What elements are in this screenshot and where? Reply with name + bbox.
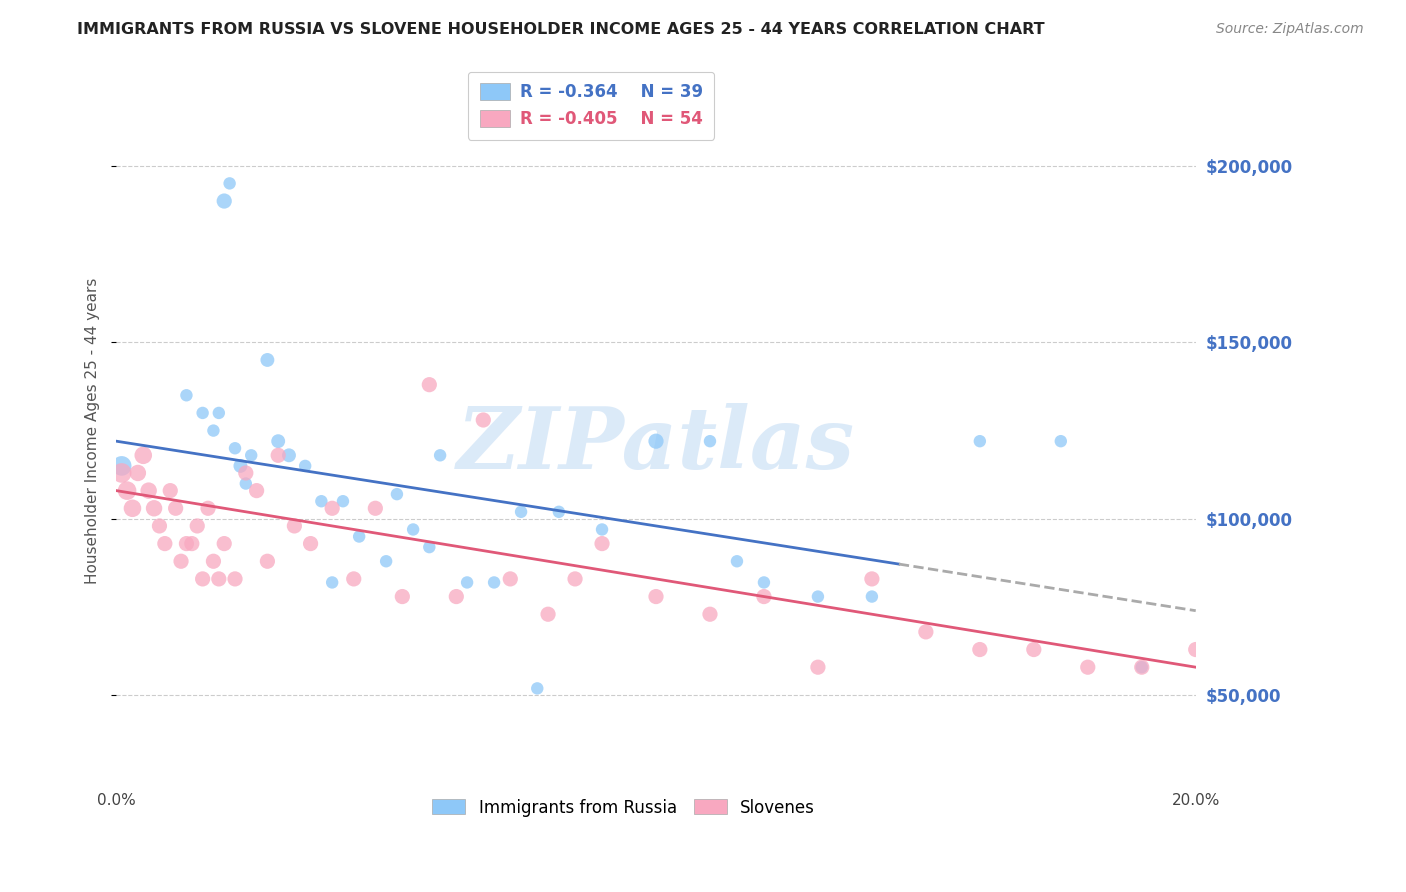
Point xyxy=(186,519,208,533)
Point xyxy=(246,483,269,498)
Point xyxy=(418,540,440,554)
Point xyxy=(456,575,478,590)
Point xyxy=(807,660,830,674)
Point xyxy=(256,353,278,368)
Text: ZIPatlas: ZIPatlas xyxy=(457,403,855,486)
Point xyxy=(547,505,569,519)
Point xyxy=(159,483,181,498)
Point xyxy=(915,624,938,639)
Point xyxy=(127,466,149,480)
Point xyxy=(429,448,451,462)
Point xyxy=(170,554,193,568)
Point xyxy=(699,434,721,449)
Point xyxy=(1049,434,1071,449)
Point xyxy=(299,536,322,550)
Point xyxy=(229,458,252,473)
Point xyxy=(180,536,202,550)
Point xyxy=(311,494,333,508)
Legend: Immigrants from Russia, Slovenes: Immigrants from Russia, Slovenes xyxy=(423,790,824,825)
Point xyxy=(143,501,166,516)
Point xyxy=(138,483,160,498)
Point xyxy=(343,572,366,586)
Point xyxy=(218,177,240,191)
Point xyxy=(472,413,495,427)
Point xyxy=(446,590,468,604)
Point xyxy=(132,448,155,462)
Point xyxy=(391,590,413,604)
Point xyxy=(591,523,613,537)
Point xyxy=(256,554,278,568)
Point xyxy=(402,523,425,537)
Point xyxy=(294,458,316,473)
Text: IMMIGRANTS FROM RUSSIA VS SLOVENE HOUSEHOLDER INCOME AGES 25 - 44 YEARS CORRELAT: IMMIGRANTS FROM RUSSIA VS SLOVENE HOUSEH… xyxy=(77,22,1045,37)
Point xyxy=(148,519,170,533)
Point xyxy=(510,505,533,519)
Point xyxy=(969,434,991,449)
Point xyxy=(1077,660,1099,674)
Point xyxy=(278,448,301,462)
Point xyxy=(111,466,134,480)
Point xyxy=(860,572,883,586)
Point xyxy=(752,575,775,590)
Point xyxy=(283,519,305,533)
Point xyxy=(645,434,668,449)
Point xyxy=(191,406,214,420)
Point xyxy=(1022,642,1045,657)
Y-axis label: Householder Income Ages 25 - 44 years: Householder Income Ages 25 - 44 years xyxy=(86,277,100,583)
Point xyxy=(191,572,214,586)
Point xyxy=(212,194,235,208)
Point xyxy=(699,607,721,622)
Point xyxy=(240,448,263,462)
Point xyxy=(165,501,187,516)
Point xyxy=(212,536,235,550)
Point xyxy=(418,377,440,392)
Point xyxy=(385,487,408,501)
Point xyxy=(347,529,370,543)
Point xyxy=(1130,660,1153,674)
Point xyxy=(499,572,522,586)
Point xyxy=(235,476,257,491)
Point xyxy=(235,466,257,480)
Point xyxy=(1184,642,1206,657)
Point xyxy=(202,424,225,438)
Point xyxy=(321,501,343,516)
Point xyxy=(197,501,219,516)
Point xyxy=(645,590,668,604)
Point xyxy=(267,448,290,462)
Point xyxy=(807,590,830,604)
Point xyxy=(1130,660,1153,674)
Point xyxy=(364,501,387,516)
Point xyxy=(537,607,560,622)
Point xyxy=(752,590,775,604)
Point xyxy=(375,554,398,568)
Point xyxy=(208,572,231,586)
Point xyxy=(208,406,231,420)
Point xyxy=(224,572,246,586)
Point xyxy=(115,483,138,498)
Point xyxy=(725,554,748,568)
Point xyxy=(860,590,883,604)
Point xyxy=(591,536,613,550)
Point xyxy=(176,388,198,402)
Point xyxy=(111,458,134,473)
Point xyxy=(153,536,176,550)
Point xyxy=(202,554,225,568)
Point xyxy=(482,575,505,590)
Point xyxy=(321,575,343,590)
Point xyxy=(526,681,548,696)
Point xyxy=(224,442,246,456)
Point xyxy=(267,434,290,449)
Point xyxy=(969,642,991,657)
Point xyxy=(564,572,586,586)
Text: Source: ZipAtlas.com: Source: ZipAtlas.com xyxy=(1216,22,1364,37)
Point xyxy=(332,494,354,508)
Point xyxy=(121,501,143,516)
Point xyxy=(176,536,198,550)
